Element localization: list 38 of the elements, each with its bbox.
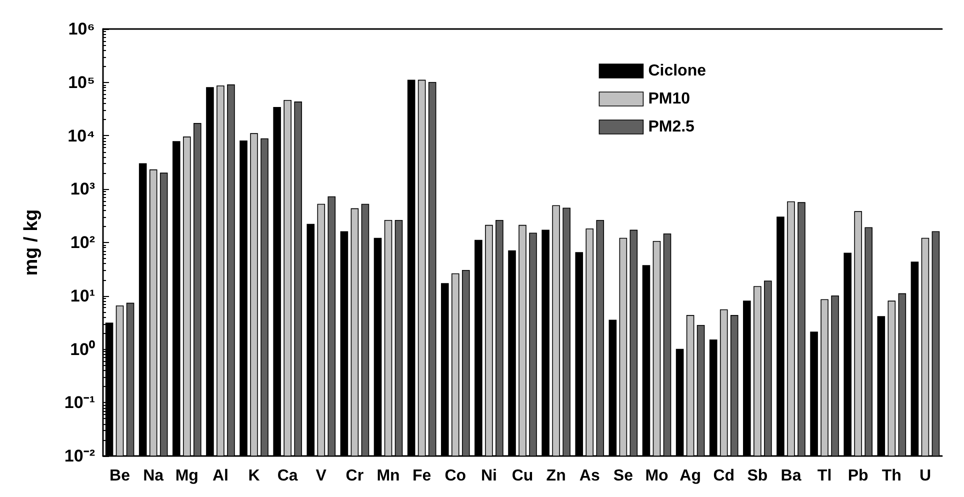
x-tick-label: Be: [110, 468, 130, 484]
y-tick-label: 10²: [70, 233, 96, 252]
x-tick-label: Mo: [645, 468, 669, 484]
x-tick-label: Ag: [680, 468, 701, 484]
legend-label: PM10: [648, 90, 690, 108]
x-tick-label: As: [579, 468, 600, 484]
x-tick-label: Co: [444, 468, 466, 484]
x-tick-label: Mn: [376, 468, 400, 484]
y-tick-label: 10⁻²: [64, 446, 96, 466]
y-tick-label: 10³: [70, 180, 96, 199]
x-tick-label: Tl: [817, 468, 832, 484]
x-tick-label: Cu: [512, 468, 534, 484]
y-tick-label: 10⁶: [68, 20, 95, 38]
x-tick-label: Fe: [412, 468, 432, 484]
x-tick-label: Ba: [780, 468, 802, 484]
legend-label: PM2.5: [648, 118, 695, 136]
y-tick-label: 10⁰: [70, 340, 95, 359]
x-tick-label: Zn: [546, 468, 566, 484]
x-tick-label: Mg: [175, 468, 198, 484]
y-tick-label: 10⁻¹: [64, 393, 96, 412]
y-tick-label: 10⁵: [68, 72, 95, 92]
x-tick-label: Pb: [848, 468, 869, 484]
x-tick-label: Na: [143, 468, 164, 484]
x-tick-label: K: [248, 468, 260, 484]
legend-label: Ciclone: [648, 62, 706, 80]
x-tick-label: Sb: [747, 468, 768, 484]
x-tick-label: Th: [882, 468, 902, 484]
y-axis-title: mg / kg: [21, 209, 42, 276]
x-tick-label: Ca: [277, 468, 298, 484]
y-tick-label: 10⁴: [68, 126, 95, 146]
x-tick-label: Al: [212, 468, 228, 484]
x-tick-label: Ni: [480, 468, 497, 484]
x-tick-label: Cd: [713, 468, 735, 484]
x-tick-label: V: [316, 468, 327, 484]
x-tick-label: Se: [613, 468, 634, 484]
y-tick-label: 10¹: [70, 286, 96, 306]
x-tick-label: U: [919, 468, 931, 484]
x-tick-label: Cr: [346, 468, 364, 484]
